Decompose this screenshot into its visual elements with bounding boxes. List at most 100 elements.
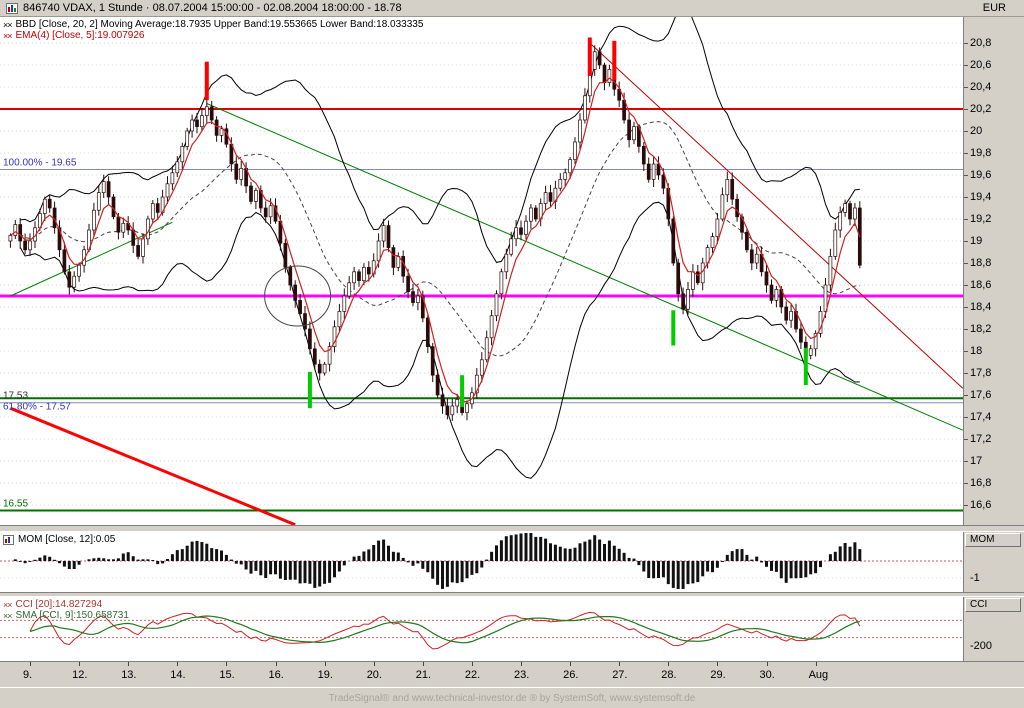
mom-indicator-text: MOM [Close, 12]:0.05 <box>18 534 116 545</box>
currency-label: EUR <box>982 2 1006 14</box>
mom-panel[interactable]: MOM [Close, 12]:0.05 <box>0 532 963 592</box>
time-axis-tick <box>521 662 522 666</box>
price-tick-label: 19,2 <box>970 213 992 225</box>
ema-indicator-text: EMA(4) [Close, 5]:19.007926 <box>15 30 145 41</box>
time-axis-tick <box>177 662 179 666</box>
time-axis-tick <box>128 662 130 666</box>
price-tick-label: 17,6 <box>970 389 992 401</box>
svg-text:17.53: 17.53 <box>3 391 28 402</box>
svg-text:16.55: 16.55 <box>3 499 28 510</box>
cci-tag[interactable]: CCI <box>965 598 1021 612</box>
price-tick-label: 19,6 <box>970 169 992 181</box>
time-tick-label: 19. <box>317 669 333 681</box>
time-tick-label: 15. <box>219 669 235 681</box>
time-tick-label: 22. <box>464 669 481 681</box>
price-axis-tick <box>964 197 968 198</box>
time-axis-tick <box>79 662 81 666</box>
chart-titlebar[interactable]: 846740 VDAX, 1 Stunde · 08.07.2004 15:00… <box>0 0 1024 17</box>
price-tick-label: 18,6 <box>970 279 992 291</box>
price-axis-tick <box>964 329 968 330</box>
time-axis-tick <box>373 662 375 666</box>
price-tick-label: 20 <box>970 125 983 137</box>
panel-splitter[interactable] <box>0 525 1024 532</box>
indicator-icon: ×× <box>3 599 12 610</box>
time-tick-label: 14. <box>170 669 186 681</box>
mom-chart-canvas[interactable] <box>0 532 963 592</box>
sma-indicator-text: SMA [CCI, 9]:150.658731 <box>15 610 129 621</box>
price-tick-label: 17,4 <box>970 411 992 423</box>
time-tick-label: 26. <box>563 669 579 681</box>
price-tick-label: 20,4 <box>970 81 992 93</box>
bbd-indicator-label[interactable]: ×× BBD [Close, 20, 2] Moving Average:18.… <box>3 19 423 30</box>
time-axis-tick <box>619 662 621 666</box>
price-axis-tick <box>964 373 968 374</box>
price-axis-tick <box>964 285 968 286</box>
time-axis-tick <box>570 662 572 666</box>
indicator-chart-icon <box>3 534 14 545</box>
price-axis[interactable]: 20,8 20,6 20,4 20,2 20 19,8 19,6 19,4 19,2 19 18,8… <box>963 17 1024 525</box>
time-tick-label: 13. <box>121 669 137 681</box>
indicator-icon: ×× <box>3 610 12 621</box>
price-chart[interactable]: 100.00% - 19.65 61.80% - 17.57 17.53 16.55 … <box>0 17 963 525</box>
status-text: TradeSignal® and www.technical-investor.… <box>328 692 696 704</box>
panel-splitter[interactable] <box>0 592 1024 597</box>
cci-panel[interactable]: ×× CCI [20]:14.827294 ×× SMA [CCI, 9]:15… <box>0 597 963 661</box>
time-axis-tick <box>30 662 31 666</box>
price-axis-tick <box>964 109 968 110</box>
price-axis-tick <box>964 417 968 418</box>
price-axis-tick <box>964 43 968 44</box>
time-axis-tick <box>275 662 277 666</box>
time-tick-label: 12. <box>72 669 88 681</box>
indicator-icon: ×× <box>3 19 12 30</box>
time-axis-tick <box>766 662 768 666</box>
bbd-indicator-text: BBD [Close, 20, 2] Moving Average:18.793… <box>15 19 424 30</box>
price-axis-tick <box>964 65 968 66</box>
price-tick-label: 19,4 <box>970 191 992 203</box>
time-axis-tick <box>471 662 473 666</box>
price-tick-label: 18,2 <box>970 323 992 335</box>
ema-indicator-label[interactable]: ×× EMA(4) [Close, 5]:19.007926 <box>3 30 144 41</box>
price-tick-label: 19,8 <box>970 147 992 159</box>
price-axis-tick <box>964 505 968 506</box>
price-tick-label: 20,6 <box>970 59 992 71</box>
time-tick-label: 9. <box>23 669 33 681</box>
time-axis[interactable]: 9. 12. 13. 14. 15. 16. 19. 20. 21. 22. 23. 26. 27. 28… <box>0 661 1024 687</box>
mom-tag[interactable]: MOM <box>965 533 1021 547</box>
price-tick-label: 17 <box>970 455 983 467</box>
price-axis-tick <box>964 131 968 132</box>
time-axis-tick <box>324 662 326 666</box>
time-axis-tick <box>815 662 817 666</box>
time-tick-label: Aug <box>808 669 829 681</box>
cci-axis[interactable]: CCI -200 <box>963 597 1024 661</box>
sma-indicator-label[interactable]: ×× SMA [CCI, 9]:150.658731 <box>3 610 129 621</box>
price-tick-label: 18,4 <box>970 301 992 313</box>
time-tick-label: 21. <box>415 669 432 681</box>
chart-icon <box>6 2 18 14</box>
price-tick-label: 16,6 <box>970 499 992 511</box>
time-axis-tick <box>668 662 670 666</box>
price-tick-label: 20,8 <box>970 37 992 49</box>
price-axis-tick <box>964 263 968 264</box>
price-axis-tick <box>964 175 968 176</box>
price-axis-tick <box>964 241 968 242</box>
cci-indicator-label[interactable]: ×× CCI [20]:14.827294 <box>3 599 102 610</box>
time-axis-tick <box>226 662 228 666</box>
mom-indicator-label[interactable]: MOM [Close, 12]:0.05 <box>3 534 115 545</box>
time-tick-label: 16. <box>268 669 284 681</box>
mom-axis[interactable]: MOM -1 <box>963 532 1024 592</box>
cci-axis-label: -200 <box>970 640 993 652</box>
time-tick-label: 23. <box>514 669 530 681</box>
time-axis-tick <box>422 662 424 666</box>
price-axis-tick <box>964 351 968 352</box>
indicator-icon: ×× <box>3 30 12 41</box>
cci-chart-canvas[interactable] <box>0 597 963 661</box>
time-tick-label: 30. <box>759 669 775 681</box>
chart-title: 846740 VDAX, 1 Stunde · 08.07.2004 15:00… <box>23 2 402 14</box>
price-tick-label: 17,2 <box>970 433 992 445</box>
price-tick-label: 18,8 <box>970 257 992 269</box>
svg-text:61.80% - 17.57: 61.80% - 17.57 <box>3 401 71 412</box>
time-axis-tick <box>717 662 719 666</box>
time-tick-label: 29. <box>710 669 726 681</box>
